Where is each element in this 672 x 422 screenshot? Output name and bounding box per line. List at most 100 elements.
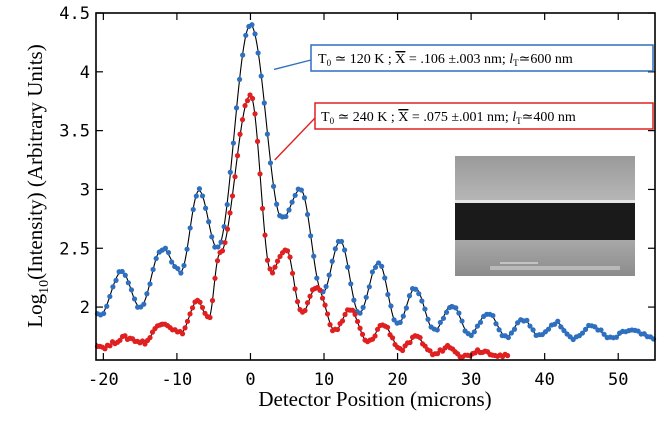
data-point-1 — [179, 331, 186, 337]
ann-blue-l-rest: ≃600 nm — [519, 52, 573, 67]
data-point-1 — [277, 253, 283, 260]
ann-red-l-sub: T — [516, 116, 522, 126]
data-point-1 — [147, 335, 153, 341]
x-tick-label: 10 — [314, 370, 334, 390]
data-point-0 — [218, 239, 224, 245]
data-point-0 — [527, 323, 533, 329]
data-point-0 — [209, 234, 215, 240]
data-point-1 — [322, 302, 328, 308]
data-point-0 — [141, 301, 147, 307]
data-point-0 — [493, 321, 499, 327]
data-point-1 — [209, 297, 216, 304]
data-point-0 — [453, 305, 459, 311]
data-point-0 — [274, 201, 280, 207]
data-point-1 — [384, 324, 391, 330]
data-point-0 — [369, 269, 376, 275]
data-point-0 — [332, 246, 338, 252]
data-point-1 — [252, 111, 258, 117]
ann-blue-t-rest: ≃ 120 K ; — [331, 52, 395, 67]
data-point-0 — [249, 22, 255, 28]
data-point-0 — [437, 319, 443, 326]
data-point-0 — [419, 298, 425, 304]
data-point-0 — [122, 272, 128, 278]
data-point-0 — [459, 318, 465, 324]
data-point-1 — [417, 335, 423, 341]
data-point-0 — [400, 313, 406, 319]
data-point-1 — [287, 254, 293, 260]
data-point-1 — [434, 351, 441, 357]
x-tick-label: -20 — [88, 370, 119, 390]
y-tick-label: 3.5 — [59, 122, 90, 142]
data-point-1 — [234, 153, 241, 159]
data-point-0 — [240, 52, 246, 58]
data-point-0 — [440, 315, 447, 321]
data-point-1 — [242, 103, 248, 109]
annotation-red: T0 ≃ 240 K ; X = .075 ±.001 nm; lT≃400 n… — [314, 102, 654, 130]
ann-red-t-rest: ≃ 240 K ; — [334, 110, 398, 125]
data-point-0 — [311, 253, 317, 259]
data-point-0 — [292, 192, 298, 198]
data-point-0 — [202, 205, 209, 211]
y-axis-label: Log10(Intensity) (Arbitrary Units) — [23, 44, 52, 327]
data-point-0 — [113, 277, 119, 283]
data-point-0 — [561, 327, 567, 334]
data-point-0 — [397, 319, 403, 325]
data-point-0 — [150, 266, 156, 273]
data-point-0 — [119, 268, 125, 275]
data-point-1 — [304, 300, 311, 306]
data-point-1 — [352, 311, 358, 317]
data-point-1 — [505, 353, 511, 359]
data-point-0 — [345, 264, 351, 270]
data-point-1 — [254, 138, 261, 144]
x-tick-label: 20 — [387, 370, 407, 390]
data-point-0 — [363, 294, 369, 300]
data-point-1 — [257, 171, 263, 177]
ann-red-x: X — [398, 110, 408, 125]
data-point-0 — [403, 305, 409, 311]
data-point-1 — [239, 117, 246, 123]
data-point-1 — [222, 239, 228, 246]
data-point-0 — [270, 183, 277, 189]
data-point-0 — [243, 32, 249, 38]
data-point-1 — [272, 264, 278, 270]
data-point-1 — [399, 347, 406, 354]
data-point-1 — [342, 311, 348, 318]
data-point-0 — [379, 263, 385, 269]
data-point-0 — [165, 249, 172, 256]
data-point-0 — [107, 293, 113, 300]
annotation-box-red — [314, 102, 654, 130]
data-point-1 — [187, 311, 193, 317]
data-point-0 — [351, 297, 357, 303]
data-point-1 — [207, 314, 213, 321]
data-point-1 — [317, 287, 323, 293]
data-point-1 — [292, 286, 298, 292]
data-point-0 — [233, 105, 240, 111]
data-point-0 — [416, 291, 422, 297]
data-point-0 — [524, 317, 530, 323]
data-point-0 — [490, 312, 496, 319]
data-point-0 — [131, 296, 138, 302]
data-point-0 — [125, 280, 131, 286]
data-point-0 — [545, 326, 552, 332]
data-point-1 — [359, 331, 366, 337]
data-point-1 — [307, 293, 313, 299]
x-tick-label: 40 — [534, 370, 554, 390]
data-point-1 — [357, 325, 363, 331]
data-point-0 — [391, 317, 397, 323]
data-point-0 — [252, 31, 258, 37]
data-point-1 — [289, 270, 296, 276]
data-point-0 — [406, 293, 413, 299]
data-point-0 — [258, 73, 264, 79]
data-point-0 — [224, 201, 230, 208]
data-point-0 — [199, 193, 206, 199]
data-point-1 — [339, 318, 346, 324]
data-point-1 — [224, 226, 231, 232]
data-point-0 — [601, 331, 607, 337]
data-point-0 — [178, 270, 184, 276]
data-point-1 — [284, 248, 291, 254]
data-point-1 — [262, 232, 268, 238]
data-point-1 — [349, 307, 356, 313]
data-point-0 — [579, 330, 586, 336]
ann-blue-t-sub: 0 — [327, 58, 332, 68]
data-point-0 — [471, 329, 477, 335]
